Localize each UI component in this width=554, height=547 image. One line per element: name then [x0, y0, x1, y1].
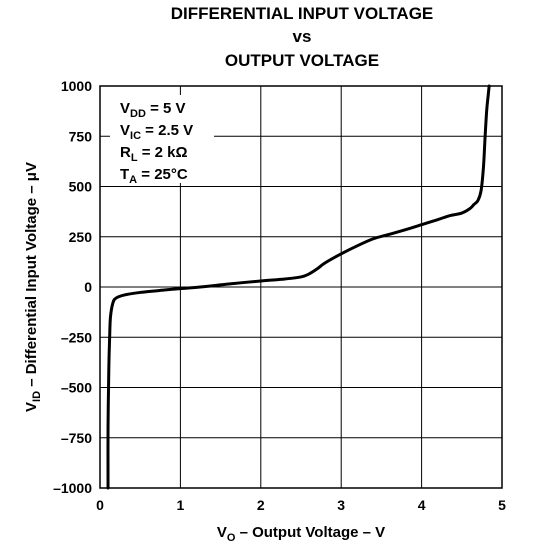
chart-title-line-2: vs [293, 27, 312, 46]
chart-title-line-3: OUTPUT VOLTAGE [225, 51, 379, 70]
series-line [106, 84, 491, 490]
x-axis-label: VO – Output Voltage – V [217, 524, 385, 544]
x-tick-label: 5 [498, 497, 506, 513]
x-tick-label: 0 [96, 497, 104, 513]
y-tick-label: –1000 [53, 480, 92, 496]
annotation-vic: VIC = 2.5 V [120, 122, 193, 142]
annotation-background [110, 95, 214, 183]
y-axis-label: VID – Differential Input Voltage – μV [23, 162, 43, 412]
y-tick-label: 1000 [61, 78, 92, 94]
x-tick-label: 4 [418, 497, 426, 513]
y-tick-label: 0 [84, 279, 92, 295]
annotation-vdd: VDD = 5 V [120, 100, 186, 120]
ticks: 0 1 2 3 4 5 1000 750 500 250 0 –250 –500 –750 –1000 [53, 78, 506, 513]
y-tick-label: 500 [69, 179, 93, 195]
annotation-rl: RL = 2 kΩ [120, 144, 188, 164]
y-tick-label: –250 [61, 329, 92, 345]
x-tick-label: 1 [177, 497, 185, 513]
annotation-ta: TA = 25°C [120, 166, 188, 186]
y-tick-label: 250 [69, 229, 93, 245]
condition-annotations: VDD = 5 V VIC = 2.5 V RL = 2 kΩ TA = 25°… [110, 95, 214, 186]
x-tick-label: 2 [257, 497, 265, 513]
y-tick-label: –500 [61, 380, 92, 396]
y-tick-label: 750 [69, 128, 93, 144]
y-tick-label: –750 [61, 430, 92, 446]
chart-title-line-1: DIFFERENTIAL INPUT VOLTAGE [171, 4, 434, 23]
x-tick-label: 3 [337, 497, 345, 513]
